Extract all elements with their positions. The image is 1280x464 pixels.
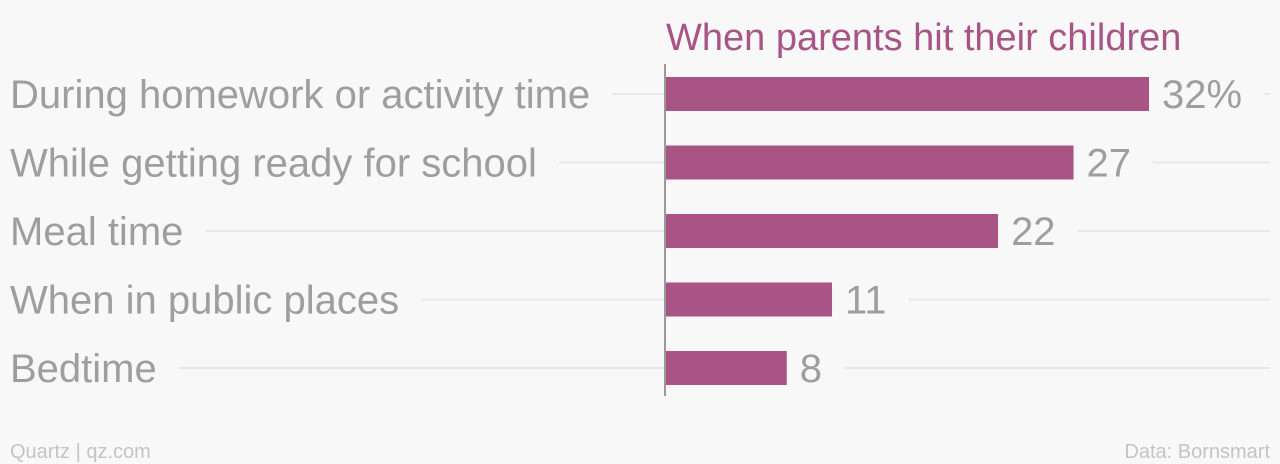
bar: [666, 351, 787, 385]
bar: [666, 145, 1074, 180]
category-labels: During homework or activity time While ge…: [10, 73, 590, 391]
category-label: When in public places: [10, 279, 399, 323]
chart-title: When parents hit their children: [666, 17, 1181, 59]
category-label: During homework or activity time: [10, 73, 590, 117]
value-labels: 32% 27 22 11 8: [800, 73, 1242, 391]
category-label: Bedtime: [10, 347, 157, 391]
footer-source-right: Data: Bornsmart: [1124, 441, 1270, 463]
bar: [666, 214, 999, 248]
value-label: 22: [1011, 210, 1056, 254]
guide-lines: [178, 93, 1270, 369]
bars: [666, 77, 1149, 385]
value-label: 8: [800, 347, 822, 391]
value-label: 32%: [1162, 73, 1242, 117]
category-label: Meal time: [10, 210, 183, 254]
bar: [666, 282, 833, 317]
footer-source-left: Quartz | qz.com: [10, 441, 151, 463]
value-label: 27: [1087, 142, 1132, 186]
bar: [666, 77, 1149, 111]
value-label: 11: [845, 279, 887, 323]
category-label: While getting ready for school: [10, 142, 537, 186]
